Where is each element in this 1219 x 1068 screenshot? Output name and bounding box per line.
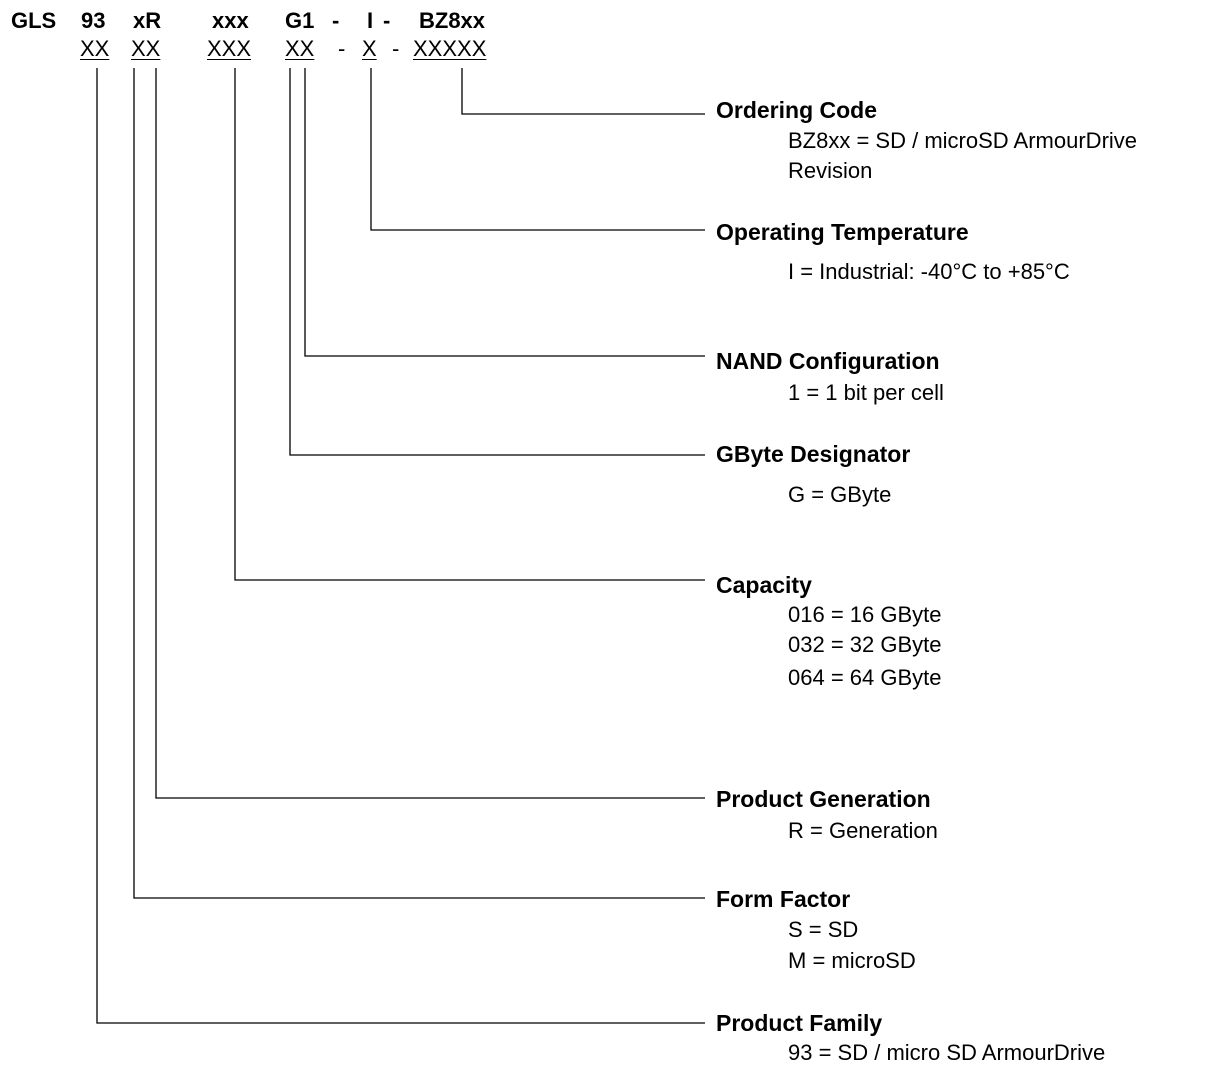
placeholder-separator: - (392, 36, 400, 61)
field-title-nand-configuration: NAND Configuration (716, 348, 940, 374)
field-line: 032 = 32 GByte (788, 632, 942, 657)
field-line: 1 = 1 bit per cell (788, 380, 944, 405)
leader-ordering-code (461, 68, 705, 115)
field-title-operating-temperature: Operating Temperature (716, 219, 969, 245)
code-segment-family: 93 (81, 8, 106, 33)
leader-gbyte-designator (289, 68, 705, 456)
placeholder-temperature: X (362, 36, 377, 61)
field-title-gbyte-designator: GByte Designator (716, 441, 911, 467)
code-separator: - (332, 8, 340, 33)
field-line: 016 = 16 GByte (788, 602, 942, 627)
field-line: BZ8xx = SD / microSD ArmourDrive (788, 128, 1138, 153)
code-separator: - (383, 8, 391, 33)
field-title-form-factor: Form Factor (716, 886, 851, 912)
code-segment-temperature: I (367, 8, 374, 33)
code-segment-capacity: xxx (212, 8, 249, 33)
leader-capacity (234, 68, 705, 581)
leader-nand-configuration (304, 68, 705, 357)
field-title-capacity: Capacity (716, 572, 812, 598)
placeholder-gbyte-nand: XX (285, 36, 315, 61)
leader-product-generation (155, 68, 705, 799)
field-line: 064 = 64 GByte (788, 665, 942, 690)
code-segment-gbyte-nand: G1 (285, 8, 315, 33)
code-prefix: GLS (11, 8, 57, 33)
field-line: G = GByte (788, 482, 892, 507)
field-line: Revision (788, 158, 873, 183)
field-title-ordering-code: Ordering Code (716, 97, 878, 123)
field-line: 93 = SD / micro SD ArmourDrive (788, 1040, 1106, 1065)
placeholder-family: XX (80, 36, 110, 61)
placeholder-separator: - (338, 36, 346, 61)
field-line: M = microSD (788, 948, 916, 973)
field-line: S = SD (788, 917, 859, 942)
field-title-product-generation: Product Generation (716, 786, 931, 812)
field-title-product-family: Product Family (716, 1010, 883, 1036)
code-segment-ordering: BZ8xx (419, 8, 486, 33)
leader-product-family (96, 68, 705, 1024)
field-line: I = Industrial: -40°C to +85°C (788, 259, 1070, 284)
leader-operating-temperature (370, 68, 705, 231)
field-line: R = Generation (788, 818, 938, 843)
placeholder-form-generation: XX (131, 36, 161, 61)
placeholder-ordering: XXXXX (413, 36, 487, 61)
leader-form-factor (133, 68, 705, 899)
placeholder-capacity: XXX (207, 36, 252, 61)
code-segment-form-generation: xR (133, 8, 162, 33)
